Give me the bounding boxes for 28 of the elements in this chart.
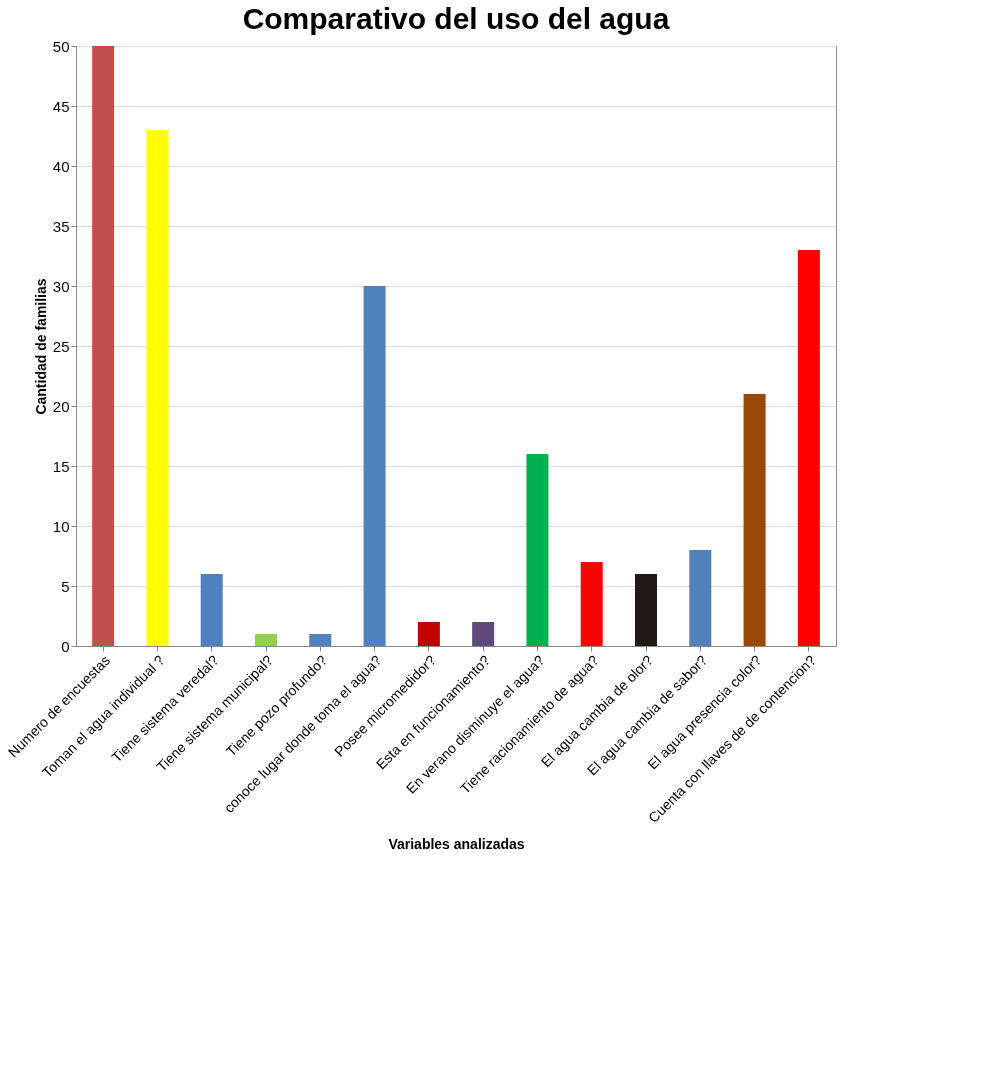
bar <box>743 394 766 646</box>
bar <box>309 634 332 646</box>
bar <box>417 622 440 646</box>
bar <box>635 574 657 646</box>
y-tick-label: 10 <box>52 517 70 535</box>
y-tick-label: 50 <box>52 37 70 55</box>
y-tick-label: 25 <box>52 337 70 355</box>
bar <box>200 574 223 646</box>
bar <box>797 250 820 646</box>
bar <box>92 46 115 646</box>
y-tick-label: 15 <box>52 457 70 475</box>
y-tick-label: 40 <box>52 157 70 175</box>
y-axis-title: Cantidad de familias <box>32 278 49 415</box>
y-tick-label: 0 <box>61 637 70 655</box>
y-tick-label: 20 <box>52 397 70 415</box>
x-axis-title: Variables analizadas <box>388 835 525 852</box>
bar <box>580 562 603 646</box>
y-tick-label: 5 <box>61 577 70 595</box>
y-tick-label: 35 <box>52 217 70 235</box>
bar <box>146 130 169 646</box>
bar <box>526 454 549 646</box>
bar <box>255 634 277 646</box>
chart-title: Comparativo del uso del agua <box>242 2 670 35</box>
bar <box>472 622 495 646</box>
bar <box>689 550 712 646</box>
bar <box>363 286 386 646</box>
y-tick-label: 45 <box>52 97 70 115</box>
y-tick-label: 30 <box>52 277 70 295</box>
